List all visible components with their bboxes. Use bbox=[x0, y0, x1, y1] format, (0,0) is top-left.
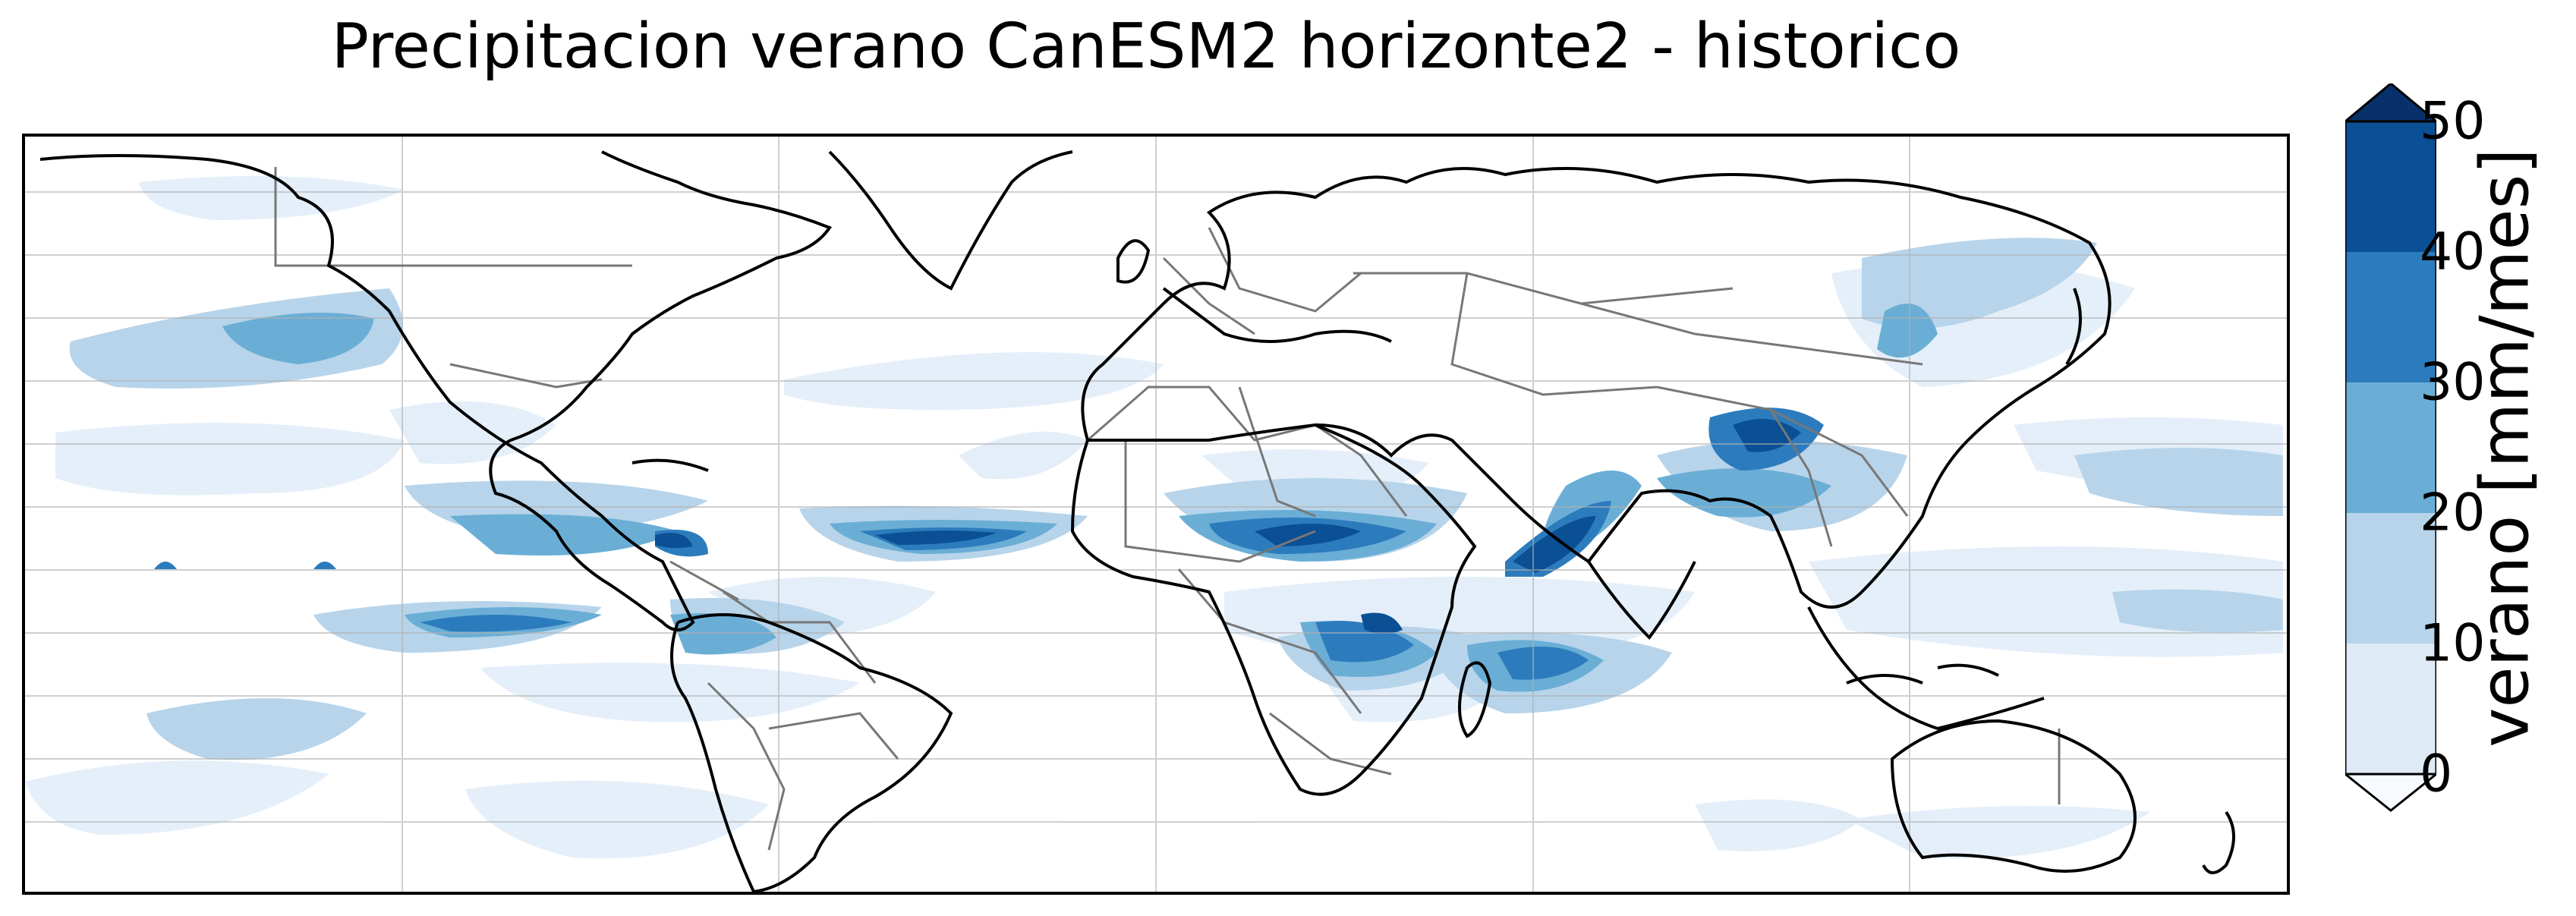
map-gridlines bbox=[25, 137, 2287, 892]
colorbar-swatch bbox=[2345, 513, 2436, 644]
precipitation-fill-layer bbox=[25, 176, 2283, 859]
colorbar-swatch bbox=[2345, 382, 2436, 513]
colorbar-label: verano [mm/mes] bbox=[2465, 148, 2544, 748]
coastlines bbox=[39, 150, 2235, 892]
colorbar bbox=[2345, 83, 2436, 812]
colorbar-swatch bbox=[2345, 121, 2436, 252]
colorbar-tick-label: 30 bbox=[2420, 352, 2486, 413]
colorbar-tick-label: 20 bbox=[2420, 483, 2486, 543]
world-map bbox=[25, 137, 2287, 892]
colorbar-tick-label: 10 bbox=[2420, 613, 2486, 674]
colorbar-tick-label: 40 bbox=[2420, 222, 2486, 282]
colorbar-outline bbox=[2345, 120, 2436, 776]
map-panel bbox=[22, 134, 2290, 895]
colorbar-tick-label: 50 bbox=[2420, 91, 2486, 152]
colorbar-swatch bbox=[2345, 644, 2436, 774]
colorbar-swatch bbox=[2345, 252, 2436, 382]
colorbar-tick-label: 0 bbox=[2420, 744, 2453, 804]
country-borders bbox=[274, 167, 2061, 851]
map-title: Precipitacion verano CanESM2 horizonte2 … bbox=[331, 11, 1961, 83]
colorbar-swatches bbox=[2345, 121, 2436, 774]
